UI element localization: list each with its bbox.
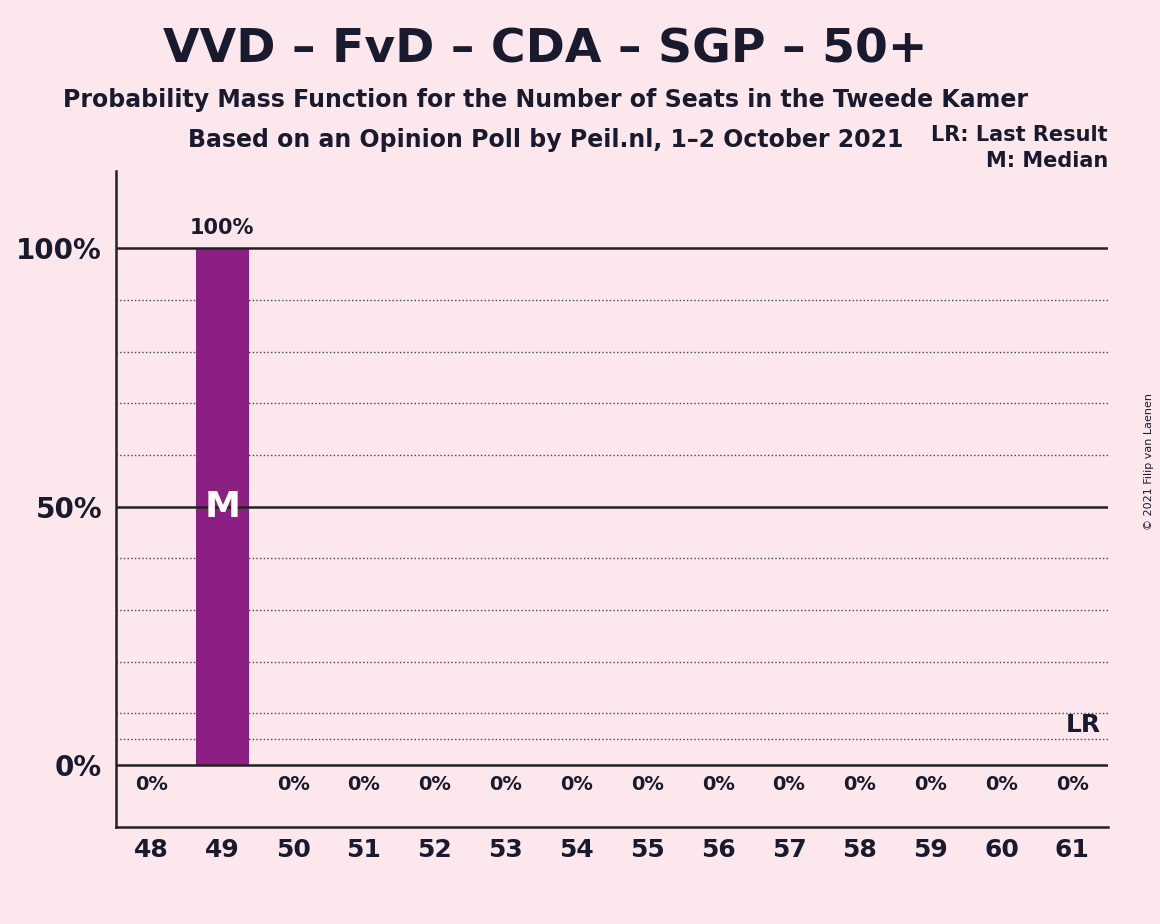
Text: 0%: 0% <box>985 775 1018 795</box>
Text: 0%: 0% <box>419 775 451 795</box>
Text: 100%: 100% <box>190 218 254 238</box>
Bar <box>196 249 249 765</box>
Text: 0%: 0% <box>631 775 664 795</box>
Text: M: M <box>204 490 240 524</box>
Text: 0%: 0% <box>490 775 522 795</box>
Text: 0%: 0% <box>348 775 380 795</box>
Text: 0%: 0% <box>277 775 310 795</box>
Text: VVD – FvD – CDA – SGP – 50+: VVD – FvD – CDA – SGP – 50+ <box>162 28 928 73</box>
Text: 0%: 0% <box>135 775 168 795</box>
Text: 0%: 0% <box>773 775 805 795</box>
Text: 0%: 0% <box>702 775 734 795</box>
Text: 0%: 0% <box>1056 775 1089 795</box>
Text: M: Median: M: Median <box>986 151 1108 171</box>
Text: 0%: 0% <box>843 775 876 795</box>
Text: 0%: 0% <box>914 775 947 795</box>
Text: 0%: 0% <box>560 775 593 795</box>
Text: Probability Mass Function for the Number of Seats in the Tweede Kamer: Probability Mass Function for the Number… <box>63 88 1028 112</box>
Text: LR: LR <box>1066 712 1101 736</box>
Text: Based on an Opinion Poll by Peil.nl, 1–2 October 2021: Based on an Opinion Poll by Peil.nl, 1–2… <box>188 128 902 152</box>
Text: LR: Last Result: LR: Last Result <box>931 125 1108 145</box>
Text: © 2021 Filip van Laenen: © 2021 Filip van Laenen <box>1144 394 1154 530</box>
